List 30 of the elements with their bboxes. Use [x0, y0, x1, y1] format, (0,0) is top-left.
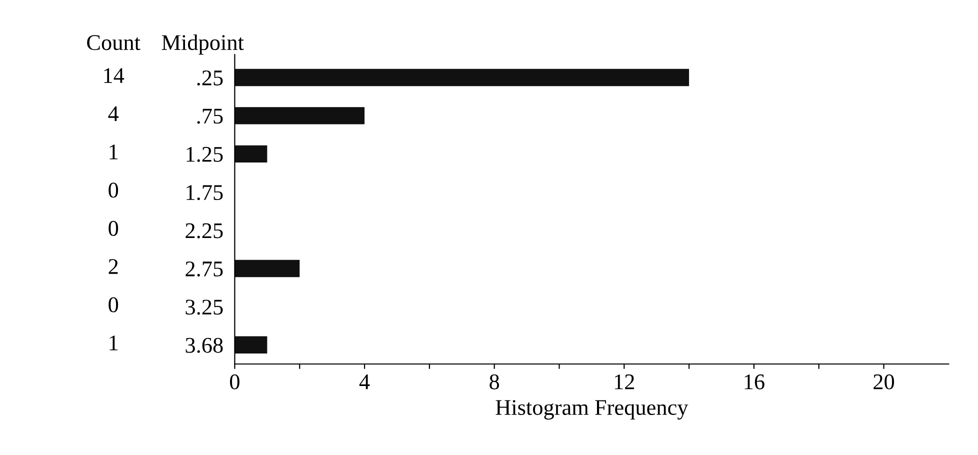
data-label: 0: [108, 182, 118, 198]
bar: [234, 336, 268, 354]
y-axis-title: Midpoint: [162, 34, 244, 55]
y-tick-label: 3.25: [186, 300, 223, 315]
bar: [234, 107, 365, 124]
text: Count: [87, 35, 140, 50]
data-label: 0: [108, 220, 118, 236]
y-tick-label: .75: [197, 108, 223, 124]
x-tick-label: 12: [614, 374, 634, 390]
y-tick-label: .25: [197, 70, 223, 86]
bar: [234, 260, 300, 278]
data-label: 2: [108, 259, 118, 274]
y-tick-label: 2.75: [186, 262, 223, 277]
x-tick-label: 8: [490, 374, 500, 390]
x-tick-label: 4: [359, 374, 370, 390]
data-label: 4: [108, 106, 119, 122]
y-tick-label: 1.75: [186, 185, 223, 200]
data-label: 1: [110, 144, 118, 160]
x-tick-label: 16: [744, 374, 764, 390]
bar: [234, 145, 268, 163]
x-tick-label: 20: [874, 374, 894, 390]
x-tick-label: 0: [230, 374, 240, 390]
data-label: 14: [104, 68, 124, 83]
x-axis-title: Histogram Frequency: [496, 400, 688, 420]
y-tick-label: 1.25: [186, 146, 223, 162]
y-tick-label: 2.25: [186, 223, 223, 238]
data-label: 1: [110, 336, 118, 350]
data-label: 0: [108, 297, 118, 312]
y-tick-label: 3.68: [186, 338, 223, 353]
bar: [234, 68, 690, 86]
